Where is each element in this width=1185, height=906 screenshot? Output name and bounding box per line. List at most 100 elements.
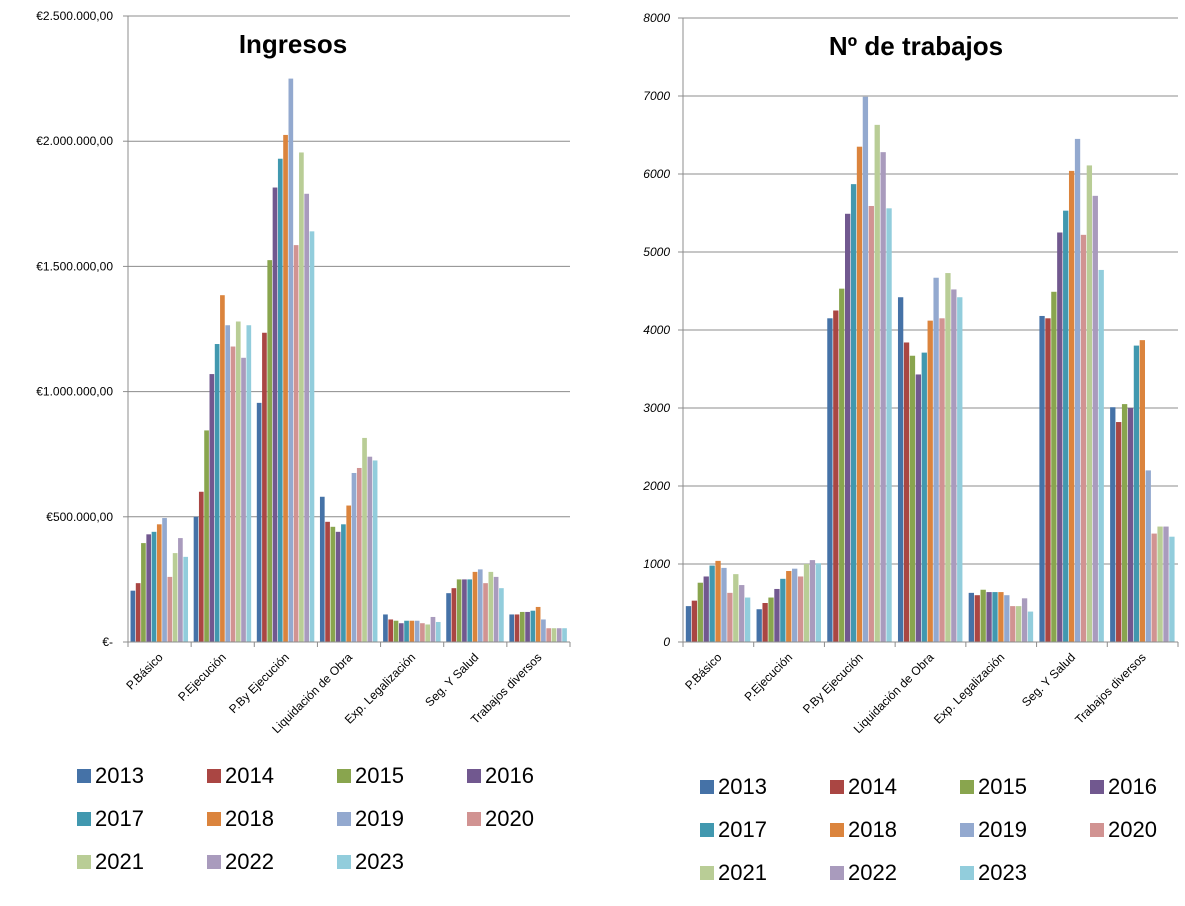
bar-2015-seg-y-salud [1051,291,1057,642]
bar-2015-p-by-ejecucion [839,288,845,642]
bar-2020-seg-y-salud [1080,234,1087,642]
legend-label: 2013 [718,774,767,799]
legend-label: 2021 [718,860,767,885]
bar-2019-liquidacion-de-obra [933,277,939,642]
bar-2022-p-ejecucion [809,560,816,642]
legend-swatch [700,780,714,794]
series-2021 [172,152,557,642]
legend-item-2013: 2013 [700,774,767,799]
bar-2013-p-basico [130,590,136,642]
x-tick-label-liquidacion-de-obra: Liquidación de Obra [851,650,937,736]
bar-2018-seg-y-salud [472,571,478,642]
x-tick-label-p-by-ejecucion: P.By Ejecución [800,650,866,716]
bar-2021-p-basico [733,574,739,642]
bar-2021-exp-legalizacion [425,624,431,642]
bar-2022-p-basico [178,538,183,642]
legend-label: 2019 [355,806,404,831]
y-axis-ticks: €- €500.000,00 €1.000.000,00 €1.500.000,00 €… [36,9,128,649]
bar-2021-liquidacion-de-obra [362,437,367,642]
legend-item-2020: 2020 [467,806,534,831]
bar-2019-p-basico [162,518,167,642]
y-tick-label: €2.500.000,00 [36,9,113,23]
bar-2022-p-ejecucion [241,357,246,642]
legend-swatch [467,812,481,826]
y-tick-label: €1.000.000,00 [36,385,113,399]
series-2014 [135,332,520,642]
bar-2015-exp-legalizacion [980,589,986,642]
legend-swatch [77,855,91,869]
bar-2018-p-basico [715,560,721,642]
legend-item-2014: 2014 [207,763,274,788]
bar-2023-exp-legalizacion [435,621,441,642]
chart-title: Ingresos [239,29,347,59]
bar-2019-p-basico [721,567,727,642]
bar-2022-p-by-ejecucion [880,152,886,642]
bar-2015-p-ejecucion [768,597,774,642]
legend-item-2016: 2016 [1090,774,1157,799]
bar-2013-trabajos-diversos [1110,407,1116,642]
bar-2014-p-by-ejecucion [262,332,267,642]
legend-label: 2021 [95,849,144,874]
bar-2013-p-ejecucion [193,516,199,642]
bar-2023-exp-legalizacion [1027,611,1034,642]
bar-2019-liquidacion-de-obra [351,472,357,642]
bar-2016-exp-legalizacion [398,623,404,642]
bar-2019-p-by-ejecucion [288,78,294,643]
bar-2017-trabajos-diversos [530,610,536,642]
legend-item-2015: 2015 [960,774,1027,799]
y-tick-label: €1.500.000,00 [36,259,113,273]
y-tick-label: 7000 [643,89,670,103]
bar-2014-exp-legalizacion [974,595,980,642]
legend: 2013 2014 2015 2016 2017 2018 2019 2020 2021 2022… [77,763,534,874]
bar-2020-liquidacion-de-obra [939,318,945,642]
bar-2018-p-by-ejecucion [856,146,863,642]
legend-item-2015: 2015 [337,763,404,788]
bar-2022-exp-legalizacion [430,616,436,642]
bar-2018-trabajos-diversos [1139,340,1145,642]
bar-2014-liquidacion-de-obra [325,521,330,642]
bar-2013-p-by-ejecucion [256,402,262,642]
bar-2019-trabajos-diversos [541,619,546,642]
bar-2013-trabajos-diversos [509,614,515,642]
x-tick-label-p-basico: P.Básico [682,650,725,693]
series-2018 [715,146,1145,642]
bar-2020-trabajos-diversos [1151,533,1157,642]
ingresos-chart: €- €500.000,00 €1.000.000,00 €1.500.000,00 €… [36,9,571,874]
bar-2020-exp-legalizacion [420,623,425,642]
series-2015 [697,288,1128,642]
bar-2014-p-ejecucion [198,491,204,642]
bar-2013-p-by-ejecucion [827,318,833,642]
legend-item-2017: 2017 [700,817,767,842]
bar-2013-exp-legalizacion [968,592,974,642]
series-2023 [183,231,567,642]
bar-2023-p-ejecucion [246,325,252,642]
legend-swatch [830,780,844,794]
bar-2018-p-ejecucion [786,571,792,642]
bar-2023-seg-y-salud [499,588,504,642]
bar-2023-liquidacion-de-obra [957,297,963,642]
bar-2020-trabajos-diversos [546,628,552,642]
bar-2017-exp-legalizacion [404,620,409,642]
bar-2014-p-basico [135,583,141,642]
legend-swatch [77,812,91,826]
bar-2023-p-by-ejecucion [309,231,315,642]
legend-item-2022: 2022 [207,849,274,874]
x-tick-label-p-basico: P.Básico [123,650,166,693]
bar-2022-trabajos-diversos [1163,526,1169,642]
series-2020 [727,205,1157,643]
legend-swatch [467,769,481,783]
bar-2020-liquidacion-de-obra [356,467,362,642]
series-2022 [178,193,562,642]
chart-title: Nº de trabajos [829,31,1003,61]
bar-2016-p-ejecucion [774,588,780,642]
legend-swatch [830,823,844,837]
x-tick-label-p-ejecucion: P.Ejecución [175,650,229,704]
series-2020 [167,245,552,642]
legend-label: 2020 [1108,817,1157,842]
x-tick-label-trabajos-diversos: Trabajos diversos [1072,650,1149,727]
bar-2016-p-basico [703,576,709,642]
gridlines [128,15,570,518]
bar-2020-p-by-ejecucion [868,205,874,643]
legend-swatch [337,812,351,826]
